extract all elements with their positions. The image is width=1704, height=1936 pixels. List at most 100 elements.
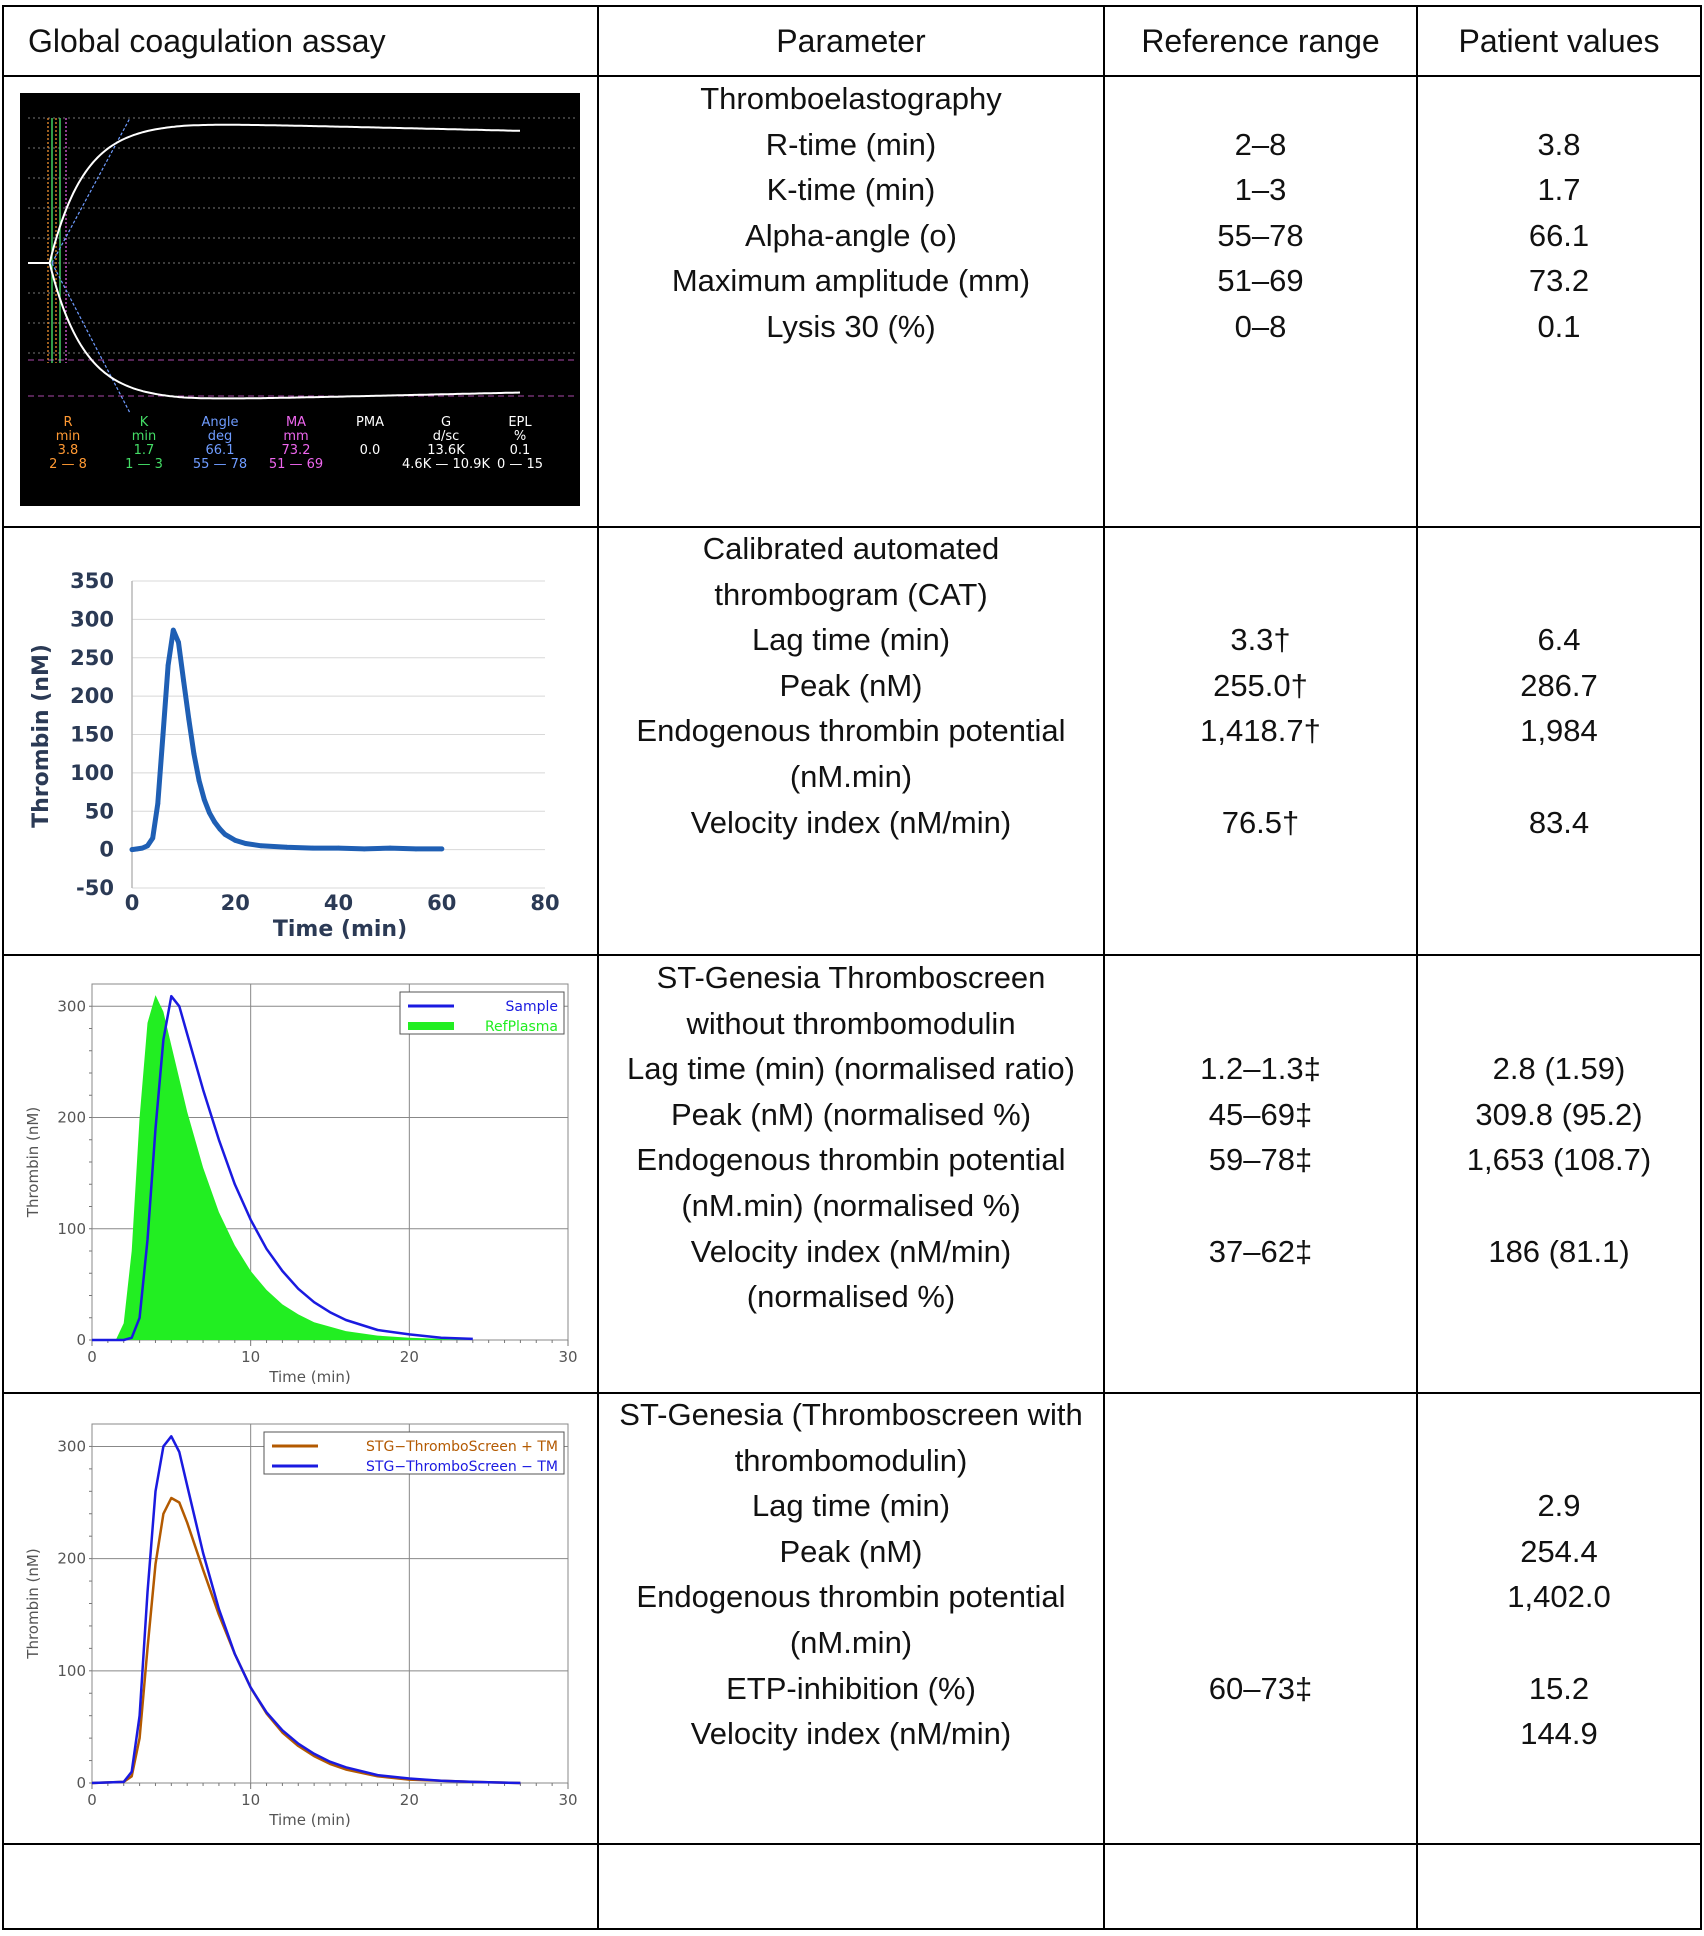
reference-line: 255.0† — [1213, 667, 1308, 703]
cat-ytick-label: 250 — [70, 646, 114, 670]
table-border-right — [1700, 5, 1702, 1930]
stg-ytick-zero: 0 — [76, 1331, 86, 1349]
patient-line — [1418, 1274, 1700, 1320]
parameter-line: Lag time (min) (normalised ratio) — [627, 1051, 1075, 1087]
parameter-line: (nM.min) — [789, 758, 913, 794]
teg-ma-range: 51 — 69 — [269, 457, 323, 472]
parameter-line: Velocity index (nM/min) — [690, 804, 1012, 840]
parameter-line: Peak (nM) (normalised %) — [670, 1096, 1032, 1132]
cat-data-point — [196, 778, 202, 783]
patient-line — [1418, 1438, 1700, 1484]
cat-data-point — [439, 846, 445, 852]
cat-data-point — [186, 716, 192, 722]
teg-background — [20, 93, 580, 506]
stg-x-axis-title: Time (min) — [268, 1811, 350, 1829]
parameter-line: (normalised %) — [746, 1279, 956, 1315]
patient-line — [1418, 1001, 1700, 1047]
teg-k-unit: min — [132, 429, 157, 444]
parameter-line: ETP-inhibition (%) — [726, 1670, 976, 1706]
table-divider-3 — [1416, 5, 1418, 1930]
cat-data-point — [170, 627, 176, 633]
cat-data-point — [387, 845, 393, 851]
stg-xtick-label: 30 — [558, 1348, 577, 1366]
cat-xtick-label: 40 — [324, 891, 353, 915]
stg-ytick-label: 300 — [57, 997, 86, 1015]
cat-data-point — [361, 846, 367, 852]
parameter-line: Maximum amplitude (mm) — [671, 263, 1031, 299]
reference-line — [1105, 1483, 1416, 1529]
reference-line: 37–62‡ — [1208, 1233, 1313, 1269]
row-2-patient: 6.4 286.7 1,984 83.4 — [1418, 526, 1700, 845]
cat-data-point — [181, 678, 187, 684]
teg-angle-unit: deg — [208, 429, 233, 444]
reference-line — [1105, 572, 1416, 618]
row-2-reference: 3.3† 255.0† 1,418.7† 76.5† — [1105, 526, 1416, 845]
patient-line: 309.8 (95.2) — [1475, 1096, 1643, 1132]
stg-ytick-label: 100 — [57, 1220, 86, 1238]
parameter-line: Lysis 30 (%) — [766, 308, 936, 344]
patient-line: 1,402.0 — [1507, 1579, 1611, 1615]
teg-angle-line-2 — [51, 262, 131, 414]
patient-line — [1418, 526, 1700, 572]
parameter-line: Velocity index (nM/min) — [690, 1233, 1012, 1269]
patient-line: 83.4 — [1528, 804, 1590, 840]
row-1-patient: 3.8 1.7 66.1 73.2 0.1 — [1418, 76, 1700, 350]
header-reference: Reference range — [1141, 22, 1380, 59]
cat-data-point — [165, 663, 171, 668]
cat-ytick-label: 50 — [85, 799, 114, 823]
parameter-line: Lag time (min) — [751, 622, 951, 658]
cat-ytick-label: 200 — [70, 684, 114, 708]
cat-y-axis-title: Thrombin (nM) — [29, 644, 54, 828]
stg-refplasma-area — [92, 995, 473, 1340]
cat-data-point — [139, 845, 145, 851]
teg-g-range: 4.6K — 10.9K — [402, 457, 490, 472]
reference-line — [1105, 1438, 1416, 1484]
header-patient: Patient values — [1458, 22, 1660, 59]
reference-line — [1105, 1711, 1416, 1757]
reference-line: 51–69 — [1217, 263, 1304, 299]
reference-line: 76.5† — [1221, 804, 1300, 840]
parameter-line: Thromboelastography — [700, 81, 1002, 116]
header-parameter: Parameter — [776, 22, 926, 59]
stg-ytick-label: 100 — [57, 1662, 86, 1680]
cat-data-point — [222, 831, 228, 837]
stg2-figure: 0 10 20 30 100 200 300 0 Time (min) Thrombin (nM)… — [20, 1410, 580, 1835]
patient-line — [1418, 76, 1700, 122]
teg-grid — [28, 117, 575, 354]
row-3-reference: 1.2–1.3‡ 45–69‡ 59–78‡ 37–62‡ — [1105, 955, 1416, 1320]
stg-xtick-label: 0 — [87, 1791, 97, 1809]
row-4-patient: 2.9 254.4 1,402.0 15.2 144.9 — [1418, 1392, 1700, 1757]
patient-line: 2.8 (1.59) — [1492, 1051, 1626, 1087]
row-1-reference: 2–8 1–3 55–78 51–69 0–8 — [1105, 76, 1416, 350]
teg-pma-label: PMA — [356, 415, 384, 430]
row-divider-3 — [2, 1392, 1702, 1394]
teg-ma-label: MA — [286, 415, 306, 430]
parameter-line: (nM.min) (normalised %) — [681, 1187, 1021, 1223]
stg-ytick-label: 200 — [57, 1550, 86, 1568]
patient-line: 1.7 — [1537, 172, 1581, 208]
teg-epl-range: 0 — 15 — [497, 457, 543, 472]
table-divider-2 — [1103, 5, 1105, 1930]
stg-xtick-label: 20 — [400, 1791, 419, 1809]
patient-line: 186 (81.1) — [1488, 1233, 1630, 1269]
cat-data-point — [145, 843, 150, 849]
teg-k-label: K — [140, 415, 149, 430]
row-divider-1 — [2, 526, 1702, 528]
cat-data-point — [284, 844, 290, 850]
cat-xtick-label: 80 — [530, 891, 559, 915]
parameter-line: thrombomodulin) — [734, 1442, 968, 1478]
stg-series-line — [91, 1435, 521, 1785]
teg-angle-value: 66.1 — [206, 443, 235, 458]
patient-line: 286.7 — [1520, 667, 1598, 703]
reference-line — [1105, 1392, 1416, 1438]
stg-ytick-label: 300 — [57, 1437, 86, 1455]
patient-line: 0.1 — [1537, 308, 1581, 344]
parameter-line: Endogenous thrombin potential — [636, 713, 1066, 749]
cat-data-point — [207, 810, 212, 816]
parameter-line: Calibrated automated — [702, 531, 1000, 566]
teg-g-unit: d/sc — [433, 429, 460, 444]
teg-k-range: 1 — 3 — [125, 457, 163, 472]
teg-epl-label: EPL — [508, 415, 532, 430]
table-border-bottom — [2, 1928, 1702, 1930]
